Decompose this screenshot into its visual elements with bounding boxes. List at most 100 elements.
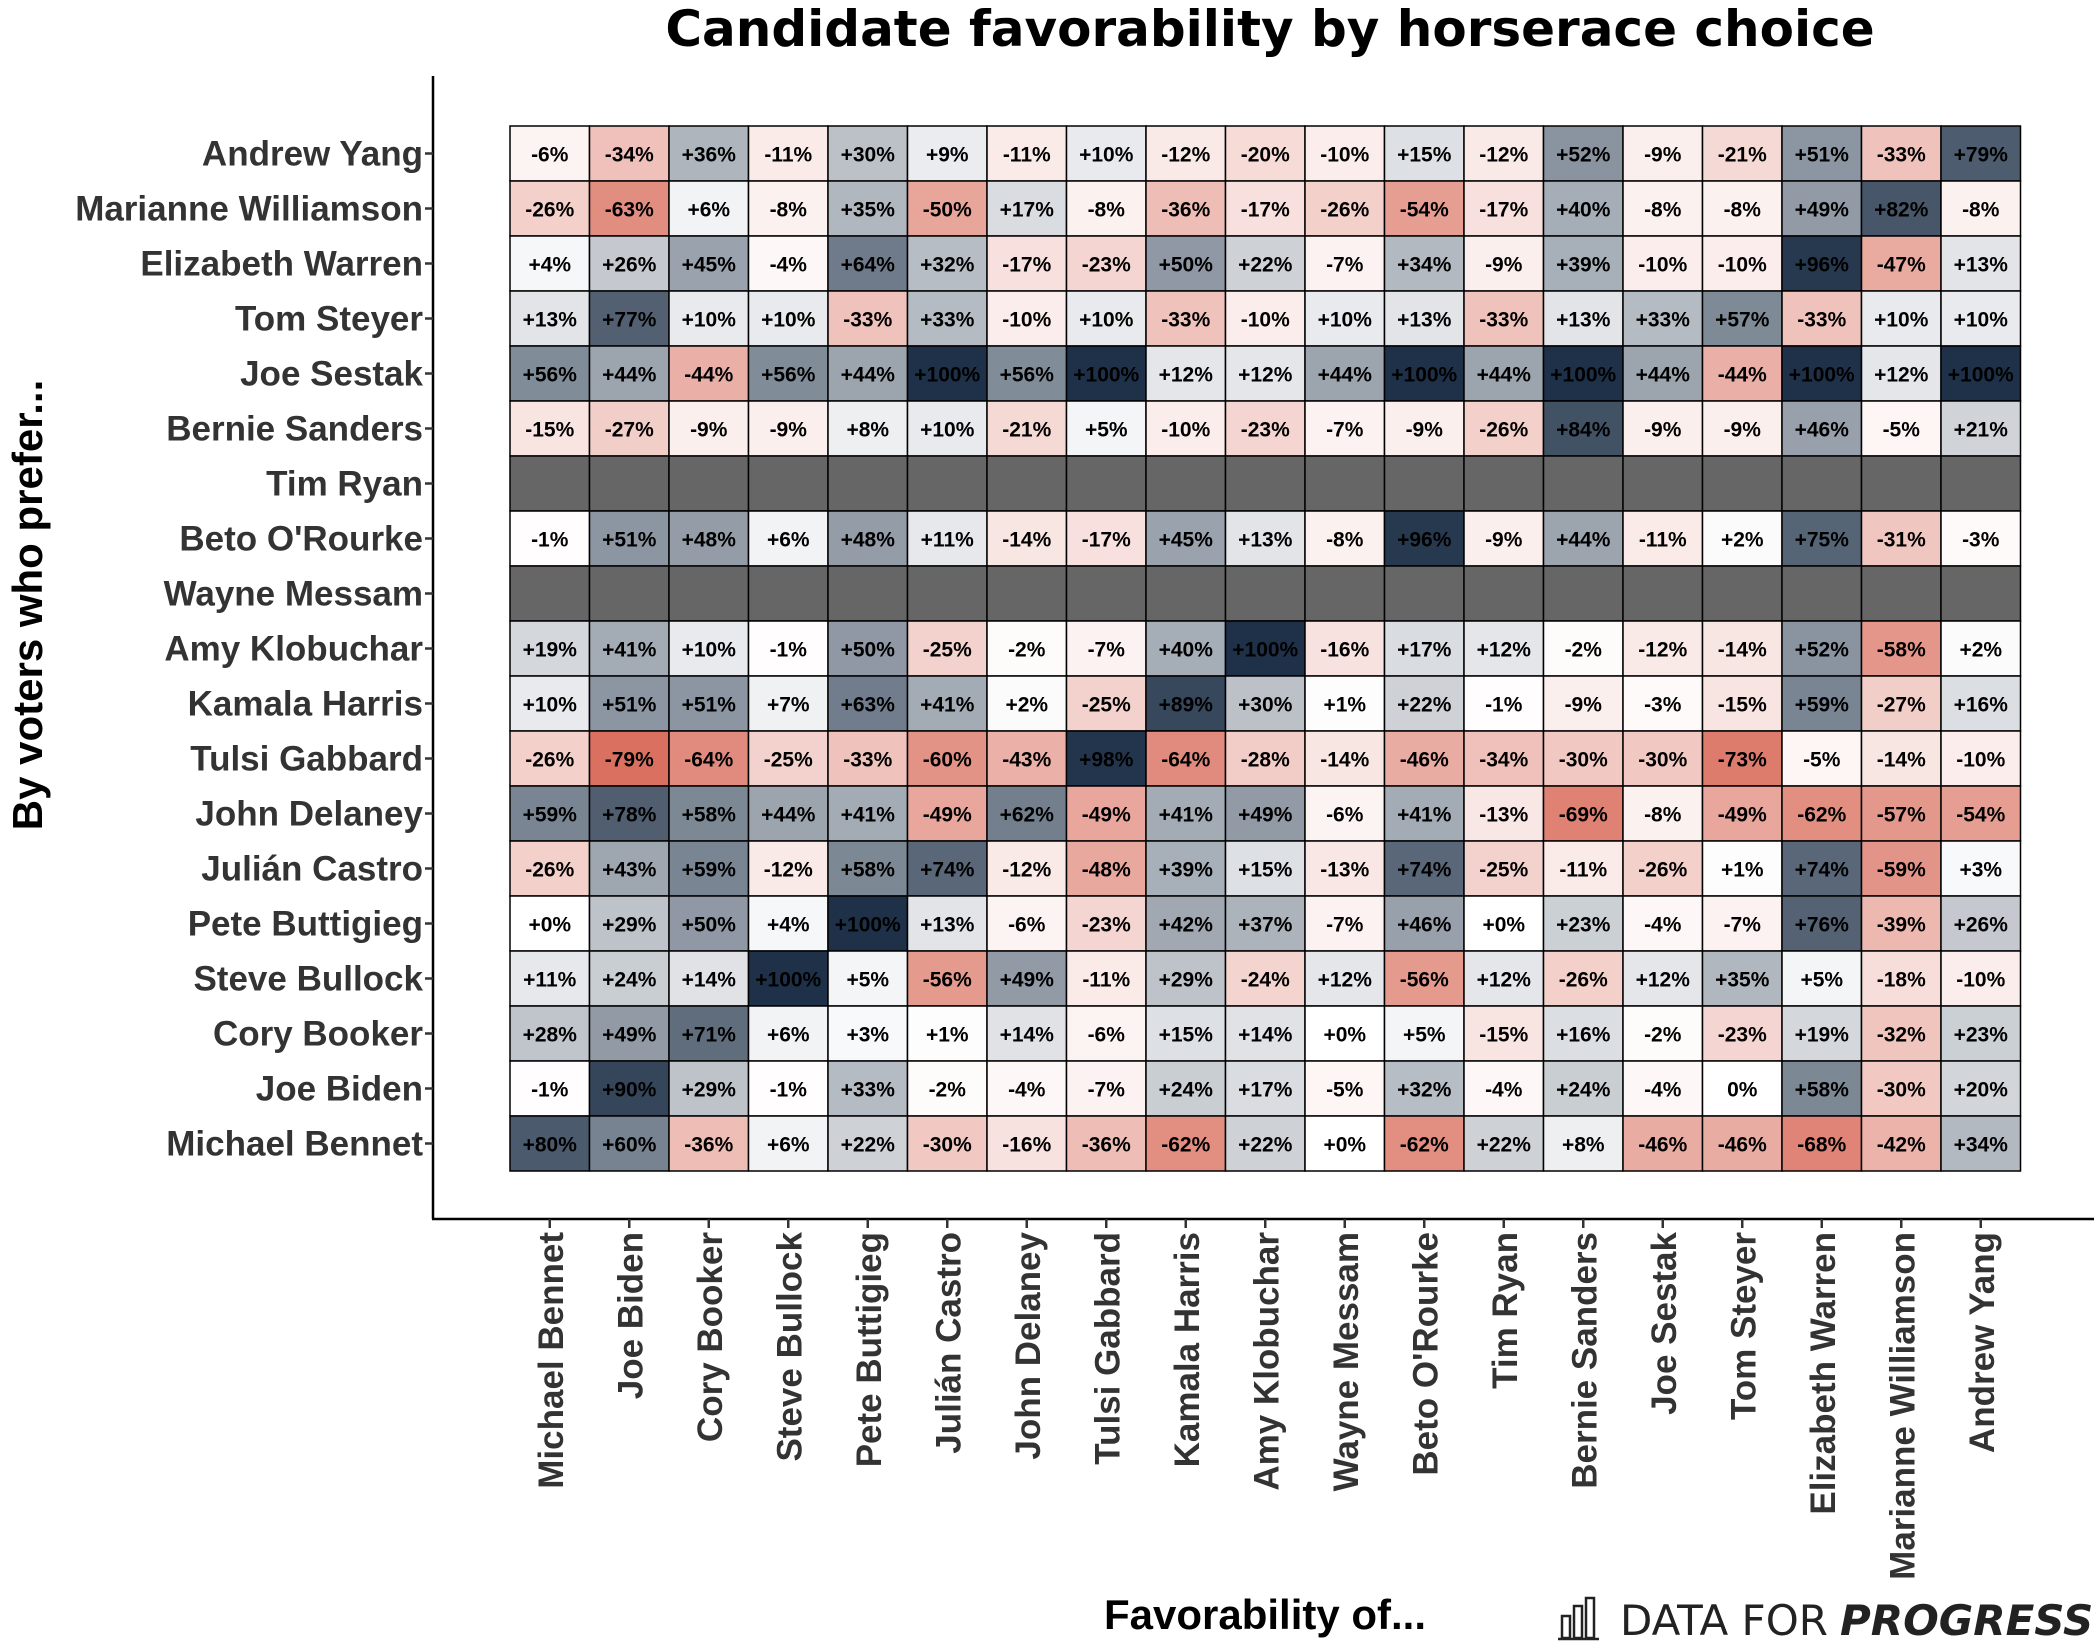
heatmap-cell <box>1781 675 1863 732</box>
heatmap-cell <box>906 345 988 402</box>
heatmap-cell <box>747 1060 829 1117</box>
cell-value-label: +24% <box>1159 1079 1214 1102</box>
heatmap-cell <box>1781 510 1863 567</box>
cell-value-label: +5% <box>1403 1024 1446 1047</box>
heatmap-cell-missing <box>1463 455 1545 512</box>
cell-value-label: +64% <box>841 254 896 277</box>
cell-value-label: -9% <box>1644 419 1682 442</box>
cell-value-label: -59% <box>1877 859 1926 882</box>
cell-value-label: +32% <box>920 254 975 277</box>
cell-value-label: +13% <box>1954 254 2009 277</box>
cell-value-label: +100% <box>1789 364 1855 387</box>
cell-value-label: +58% <box>682 804 737 827</box>
column-tick-labels: Michael Bennet Joe Biden Cory Booker Steve … <box>532 1219 2002 1580</box>
cell-value-label: +62% <box>1000 804 1055 827</box>
heatmap-cell <box>588 840 670 897</box>
cell-value-label: -6% <box>531 144 569 167</box>
heatmap-cell <box>1701 1115 1783 1172</box>
y-axis-title: By voters who prefer... <box>4 380 51 830</box>
cell-value-label: +44% <box>1318 364 1373 387</box>
cell-value-label: -9% <box>1485 254 1523 277</box>
cell-value-label: -3% <box>1962 529 2000 552</box>
cell-value-label: +33% <box>1636 309 1691 332</box>
heatmap-cell <box>1224 950 1306 1007</box>
cell-value-label: -11% <box>764 144 812 167</box>
cell-value-label: +19% <box>1795 1024 1850 1047</box>
heatmap-cell <box>1463 235 1545 292</box>
cell-value-label: +44% <box>1636 364 1691 387</box>
heatmap-cell <box>1463 840 1545 897</box>
cell-value-label: -26% <box>1479 419 1528 442</box>
cell-value-label: -9% <box>1485 529 1523 552</box>
cell-value-label: +4% <box>767 914 810 937</box>
cell-value-label: +6% <box>767 529 810 552</box>
column-label-john-delaney: John Delaney <box>1009 1231 1048 1459</box>
cell-value-label: +0% <box>1323 1134 1366 1157</box>
heatmap-cell <box>747 180 829 237</box>
cell-value-label: +16% <box>1556 1024 1611 1047</box>
cell-value-label: -16% <box>1002 1134 1051 1157</box>
heatmap-cell <box>509 180 591 237</box>
cell-value-label: +34% <box>1397 254 1452 277</box>
heatmap-cell-missing <box>1860 565 1942 622</box>
cell-value-label: -27% <box>1877 694 1926 717</box>
cell-value-label: -50% <box>923 199 972 222</box>
cell-value-label: +46% <box>1397 914 1452 937</box>
cell-value-label: +6% <box>767 1024 810 1047</box>
cell-value-label: +41% <box>1159 804 1214 827</box>
cell-value-label: -12% <box>1161 144 1210 167</box>
cell-value-label: 0% <box>1727 1079 1758 1102</box>
cell-value-label: -11% <box>1003 144 1051 167</box>
cell-value-label: -17% <box>1479 199 1528 222</box>
cell-value-label: -23% <box>1082 254 1131 277</box>
heatmap-cell <box>668 675 750 732</box>
heatmap-cell <box>1940 1060 2022 1117</box>
heatmap-cell <box>509 400 591 457</box>
cell-value-label: -21% <box>1002 419 1051 442</box>
heatmap-cell <box>827 1060 909 1117</box>
cell-value-label: -33% <box>1797 309 1846 332</box>
cell-value-label: -9% <box>1724 419 1762 442</box>
cell-value-label: -5% <box>1883 419 1921 442</box>
heatmap-cell <box>1940 950 2022 1007</box>
cell-value-label: +17% <box>1397 639 1452 662</box>
heatmap-cell <box>1542 785 1624 842</box>
cell-value-label: -8% <box>1962 199 2000 222</box>
cell-value-label: +56% <box>523 364 578 387</box>
column-label-wayne-messam: Wayne Messam <box>1327 1232 1366 1491</box>
heatmap-cell <box>906 620 988 677</box>
cell-value-label: +8% <box>846 419 889 442</box>
cell-value-label: -56% <box>1400 969 1449 992</box>
cell-value-label: +10% <box>523 694 578 717</box>
cell-value-label: -34% <box>605 144 654 167</box>
heatmap-cell <box>1304 345 1386 402</box>
heatmap-cell <box>509 1115 591 1172</box>
cell-value-label: +100% <box>1948 364 2014 387</box>
heatmap-cell-missing <box>906 565 988 622</box>
heatmap-cell <box>1940 840 2022 897</box>
cell-value-label: -54% <box>1400 199 1449 222</box>
cell-value-label: -23% <box>1241 419 1290 442</box>
cell-value-label: +22% <box>841 1134 896 1157</box>
heatmap-cell <box>986 1115 1068 1172</box>
cell-value-label: +35% <box>1715 969 1770 992</box>
x-axis-title: Favorability of... <box>1104 1591 1426 1638</box>
cell-value-label: +51% <box>602 694 657 717</box>
heatmap-cell <box>1463 730 1545 787</box>
heatmap-cell <box>668 840 750 897</box>
heatmap-cell <box>1383 510 1465 567</box>
heatmap-cell-missing <box>509 455 591 512</box>
cell-value-label: +49% <box>1238 804 1293 827</box>
row-label-bernie-sanders: Bernie Sanders <box>166 410 423 449</box>
column-label-michael-bennet: Michael Bennet <box>532 1232 571 1489</box>
heatmap-cell <box>1383 895 1465 952</box>
cell-value-label: +14% <box>682 969 737 992</box>
heatmap-cell-missing <box>747 565 829 622</box>
cell-value-label: -8% <box>1724 199 1762 222</box>
cell-value-label: -33% <box>1161 309 1210 332</box>
cell-value-label: -9% <box>770 419 808 442</box>
heatmap-cell <box>509 1005 591 1062</box>
row-label-elizabeth-warren: Elizabeth Warren <box>140 245 423 284</box>
heatmap-cell <box>1463 400 1545 457</box>
